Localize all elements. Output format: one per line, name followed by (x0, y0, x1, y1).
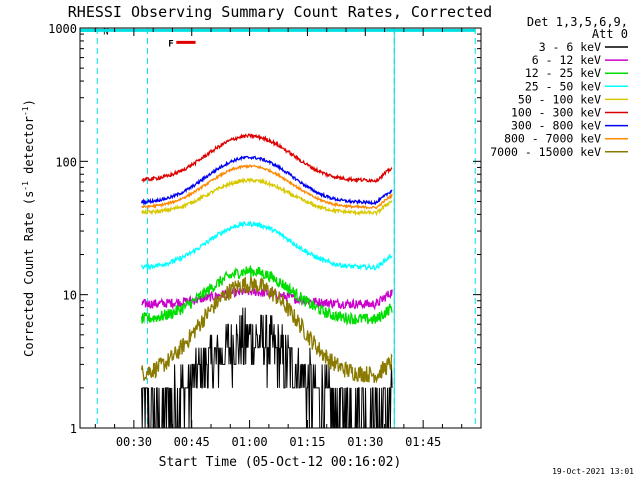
chart-title: RHESSI Observing Summary Count Rates, Co… (68, 3, 492, 21)
legend-header-line-1: Det 1,3,5,6,9, (527, 15, 628, 29)
x-tick-label-4: 01:30 (347, 435, 383, 449)
y-tick-label-3: 1000 (48, 22, 77, 36)
night-label-0: N (103, 27, 108, 37)
legend-label-3: 25 - 50 keV (525, 79, 601, 93)
flare-label: F (168, 39, 173, 49)
legend-label-1: 6 - 12 keV (532, 53, 601, 67)
series-line-2 (140, 265, 393, 326)
y-axis: 1 10 100 1000 (48, 22, 481, 436)
series-line-8 (140, 276, 393, 384)
y-axis-label-end: ) (22, 99, 36, 106)
x-axis: 00:30 00:45 01:00 01:15 01:30 01:45 (94, 28, 463, 449)
series-line-3 (140, 220, 393, 271)
legend-label-7: 800 - 7000 keV (504, 132, 601, 146)
plot-frame (79, 27, 482, 429)
y-axis-label: Corrected Count Rate (s-1 detector-1) (21, 99, 36, 357)
legend-label-4: 50 - 100 keV (518, 92, 601, 106)
series-line-0 (141, 307, 393, 429)
plot-area: NF (80, 27, 476, 429)
legend-header-line-2: Att 0 (592, 27, 628, 41)
x-tick-label-2: 01:00 (232, 435, 268, 449)
x-tick-label-5: 01:45 (405, 435, 441, 449)
y-tick-label-2: 100 (55, 155, 77, 169)
legend-label-8: 7000 - 15000 keV (490, 145, 601, 159)
y-axis-label-main: Corrected Count Rate (s (22, 191, 36, 357)
y-axis-label-sup2: -1 (21, 106, 30, 116)
x-tick-label-1: 00:45 (174, 435, 210, 449)
x-tick-label-0: 00:30 (116, 435, 152, 449)
footer-timestamp: 19-Oct-2021 13:01 (552, 467, 634, 476)
series-line-7 (141, 163, 393, 210)
legend-label-0: 3 - 6 keV (539, 40, 601, 54)
series-line-1 (141, 286, 393, 311)
x-axis-label: Start Time (05-Oct-12 00:16:02) (159, 455, 402, 470)
y-axis-label-mid: detector (22, 116, 36, 181)
y-tick-label-1: 10 (63, 289, 77, 303)
series-line-5 (141, 133, 393, 184)
legend-label-5: 100 - 300 keV (511, 106, 601, 120)
x-tick-label-3: 01:15 (289, 435, 325, 449)
y-axis-label-sup1: -1 (21, 181, 30, 191)
y-tick-label-0: 1 (70, 422, 77, 436)
legend-label-6: 300 - 800 keV (511, 119, 601, 133)
legend-label-2: 12 - 25 keV (525, 66, 601, 80)
series-line-4 (141, 177, 393, 217)
series-line-6 (140, 155, 393, 206)
